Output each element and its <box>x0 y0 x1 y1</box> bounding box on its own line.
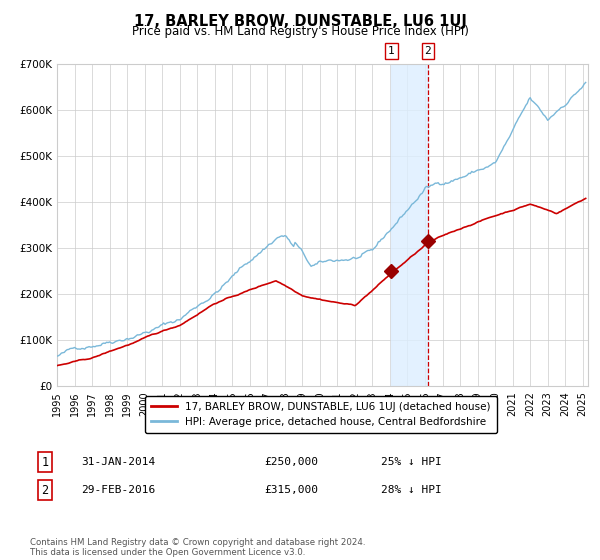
Text: 25% ↓ HPI: 25% ↓ HPI <box>381 457 442 467</box>
Text: £250,000: £250,000 <box>264 457 318 467</box>
Text: 1: 1 <box>41 455 49 469</box>
Text: 31-JAN-2014: 31-JAN-2014 <box>81 457 155 467</box>
Text: 2: 2 <box>41 483 49 497</box>
Text: 2: 2 <box>425 46 431 56</box>
Text: Price paid vs. HM Land Registry's House Price Index (HPI): Price paid vs. HM Land Registry's House … <box>131 25 469 38</box>
Text: 28% ↓ HPI: 28% ↓ HPI <box>381 485 442 495</box>
Text: 29-FEB-2016: 29-FEB-2016 <box>81 485 155 495</box>
Legend: 17, BARLEY BROW, DUNSTABLE, LU6 1UJ (detached house), HPI: Average price, detach: 17, BARLEY BROW, DUNSTABLE, LU6 1UJ (det… <box>145 395 497 433</box>
Bar <box>391 64 428 386</box>
Text: 17, BARLEY BROW, DUNSTABLE, LU6 1UJ: 17, BARLEY BROW, DUNSTABLE, LU6 1UJ <box>134 14 466 29</box>
Text: Contains HM Land Registry data © Crown copyright and database right 2024.
This d: Contains HM Land Registry data © Crown c… <box>30 538 365 557</box>
Text: 1: 1 <box>388 46 395 56</box>
Text: £315,000: £315,000 <box>264 485 318 495</box>
